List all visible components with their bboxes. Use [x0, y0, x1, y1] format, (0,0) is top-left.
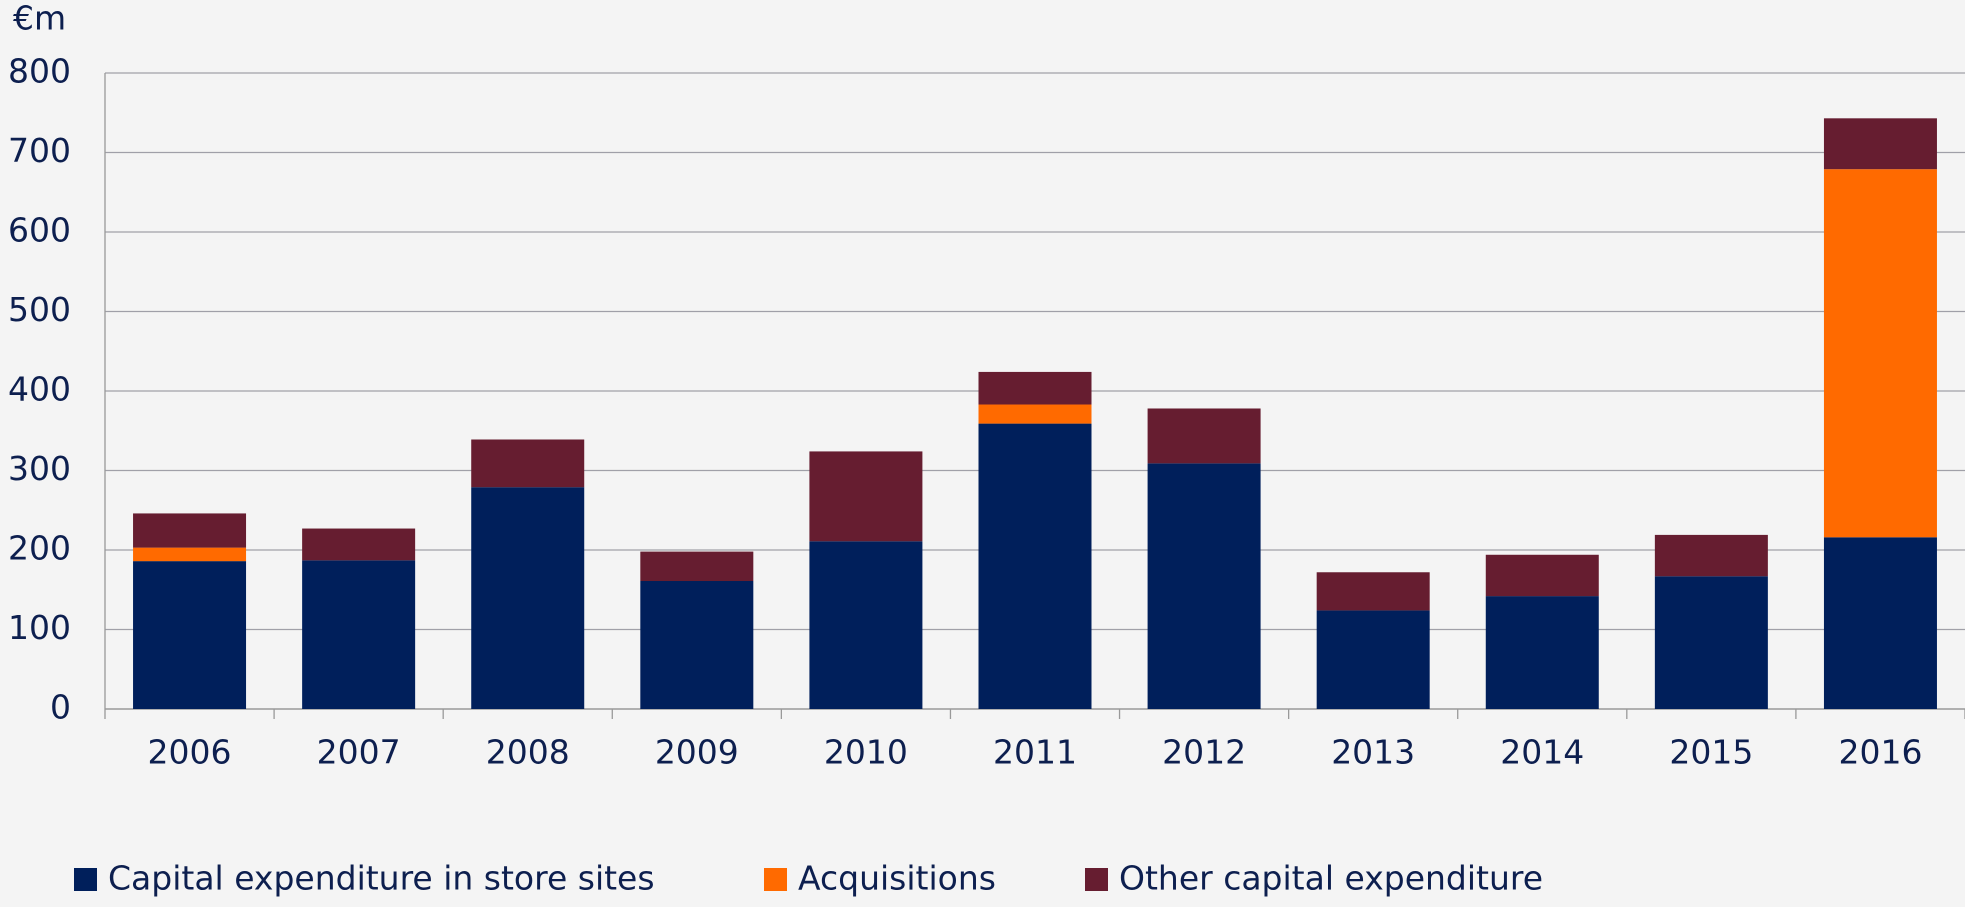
- x-tick-label: 2015: [1669, 733, 1753, 772]
- x-tick-label: 2008: [486, 733, 570, 772]
- bar-segment: [640, 581, 754, 709]
- bar-segment: [1147, 408, 1261, 464]
- legend-label: Capital expenditure in store sites: [108, 859, 655, 898]
- bar-segment: [1823, 118, 1937, 170]
- legend-swatch: [764, 868, 787, 891]
- y-axis-label: €m: [13, 0, 66, 38]
- legend-swatch: [1085, 868, 1108, 891]
- bar-segment: [471, 487, 585, 709]
- y-tick-label: 500: [8, 290, 71, 329]
- y-tick-label: 300: [8, 449, 71, 488]
- bar-segment: [1316, 572, 1430, 611]
- bar-segment: [133, 547, 247, 562]
- x-tick-label: 2014: [1500, 733, 1584, 772]
- bar-segment: [471, 439, 585, 488]
- y-tick-label: 400: [8, 370, 71, 409]
- y-tick-label: 200: [8, 529, 71, 568]
- y-tick-label: 800: [8, 52, 71, 91]
- bar-segment: [978, 371, 1092, 405]
- legend-label: Acquisitions: [798, 859, 996, 898]
- y-tick-label: 700: [8, 131, 71, 170]
- bar-segment: [809, 451, 923, 542]
- bar-segment: [133, 561, 247, 709]
- bar-segment: [809, 541, 923, 709]
- bar-segment: [302, 560, 416, 709]
- bar-segment: [978, 423, 1092, 709]
- x-tick-label: 2009: [655, 733, 739, 772]
- bar-segment: [1654, 576, 1768, 709]
- bar-segment: [1485, 596, 1599, 709]
- bar-segment: [978, 404, 1092, 424]
- bar-segment: [640, 551, 754, 582]
- y-tick-label: 600: [8, 211, 71, 250]
- bar-segment: [1654, 534, 1768, 577]
- bar-segment: [1316, 610, 1430, 709]
- bar-segment: [302, 528, 416, 561]
- bar-segment: [1147, 463, 1261, 709]
- y-tick-label: 100: [8, 608, 71, 647]
- legend-swatch: [74, 868, 97, 891]
- x-tick-label: 2007: [317, 733, 401, 772]
- bar-segment: [133, 513, 247, 548]
- bar-segment: [1823, 537, 1937, 709]
- x-tick-label: 2010: [824, 733, 908, 772]
- x-tick-label: 2016: [1838, 733, 1922, 772]
- x-tick-label: 2013: [1331, 733, 1415, 772]
- x-tick-label: 2012: [1162, 733, 1246, 772]
- x-tick-label: 2011: [993, 733, 1077, 772]
- bar-segment: [1485, 554, 1599, 597]
- legend-label: Other capital expenditure: [1119, 859, 1543, 898]
- bar-segment: [1823, 169, 1937, 538]
- y-tick-label: 0: [50, 688, 71, 727]
- x-tick-label: 2006: [148, 733, 232, 772]
